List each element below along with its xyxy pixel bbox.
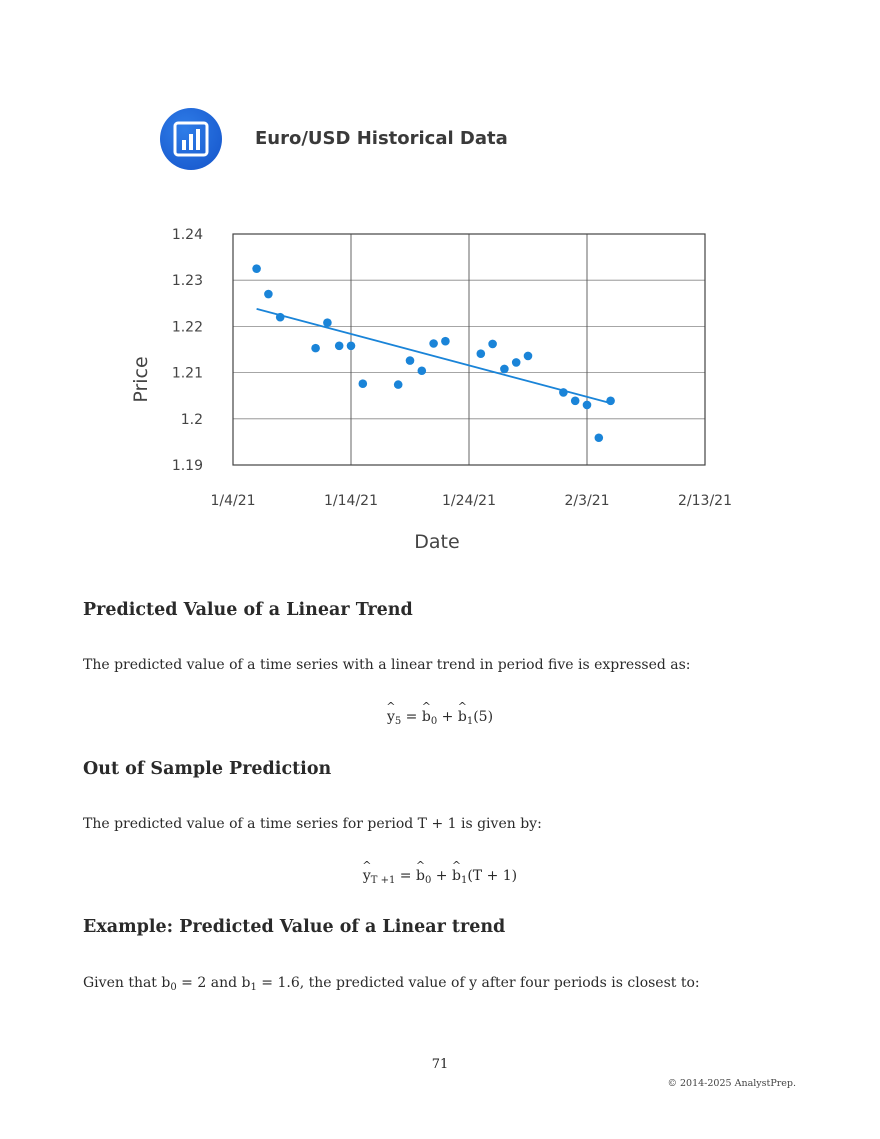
data-point xyxy=(594,433,604,443)
data-point xyxy=(429,339,438,348)
data-point xyxy=(476,349,486,358)
data-point xyxy=(606,396,615,406)
data-point xyxy=(393,380,403,389)
data-point xyxy=(405,356,415,365)
data-point xyxy=(441,336,450,346)
equation-period-t-plus-one: yT +1 = b0 + b1(T + 1) xyxy=(0,868,880,886)
data-point xyxy=(311,343,320,353)
x-axis-title: Date xyxy=(414,531,459,553)
y-tick-label: 1.24 xyxy=(172,227,203,243)
x-tick-label: 1/4/21 xyxy=(210,493,255,509)
data-point xyxy=(570,396,580,406)
data-point xyxy=(559,388,568,397)
plot-frame xyxy=(232,233,706,466)
paragraph-out-of-sample: The predicted value of a time series for… xyxy=(83,816,542,832)
data-point xyxy=(511,358,521,367)
y-tick-label: 1.19 xyxy=(172,458,203,474)
y-tick-label: 1.22 xyxy=(172,319,203,335)
data-point xyxy=(417,366,427,376)
data-point xyxy=(358,379,368,388)
y-tick-label: 1.21 xyxy=(172,366,203,382)
data-point xyxy=(500,364,509,374)
data-point xyxy=(323,318,332,328)
heading-out-of-sample: Out of Sample Prediction xyxy=(83,759,332,779)
data-point xyxy=(252,264,261,273)
x-tick-label: 2/13/21 xyxy=(678,493,732,509)
copyright-notice: © 2014-2025 AnalystPrep. xyxy=(667,1078,796,1089)
data-point xyxy=(488,339,497,349)
y-tick-label: 1.23 xyxy=(172,273,203,289)
trendline xyxy=(256,307,611,404)
y-axis-title: Price xyxy=(130,356,152,402)
data-point xyxy=(346,341,356,351)
paragraph-example: Given that b0 = 2 and b1 = 1.6, the pred… xyxy=(83,975,700,993)
data-point xyxy=(275,312,285,322)
figure-title: Euro/USD Historical Data xyxy=(255,128,508,149)
page-number: 71 xyxy=(431,1057,449,1072)
price-scatter-chart: 1.24 1.23 1.22 1.21 1.2 1.19 1/4/21 1/14/21 1/24… xyxy=(130,227,732,553)
data-point xyxy=(523,351,533,361)
bar-chart-icon xyxy=(160,108,222,170)
paragraph-linear-trend: The predicted value of a time series wit… xyxy=(83,657,691,673)
figure-header: Euro/USD Historical Data xyxy=(160,108,580,172)
x-tick-label: 2/3/21 xyxy=(564,493,609,509)
x-tick-label: 1/24/21 xyxy=(442,493,496,509)
y-tick-label: 1.2 xyxy=(181,412,203,428)
equation-period-five: y5 = b0 + b1(5) xyxy=(0,709,880,727)
x-tick-label: 1/14/21 xyxy=(324,493,378,509)
heading-example: Example: Predicted Value of a Linear tre… xyxy=(83,917,506,937)
data-point xyxy=(334,341,344,351)
data-point xyxy=(582,400,592,410)
heading-linear-trend: Predicted Value of a Linear Trend xyxy=(83,600,413,620)
data-point xyxy=(264,289,273,299)
